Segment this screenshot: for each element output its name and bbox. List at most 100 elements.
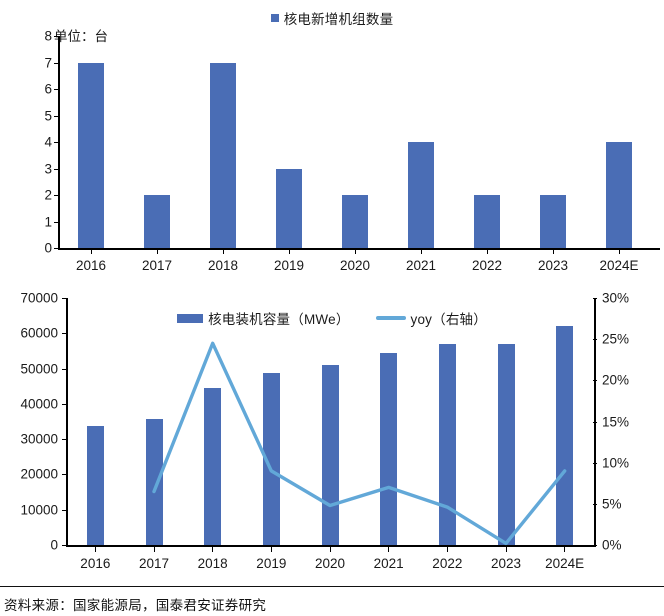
top-chart-y-tick-label: 6 (44, 81, 52, 97)
top-chart-x-tick (90, 250, 92, 254)
top-chart-y-tick-label: 0 (44, 240, 52, 256)
bottom-chart-y-tick-left (62, 403, 66, 405)
footer-divider (0, 586, 664, 587)
top-chart-y-tick-label: 2 (44, 187, 52, 203)
top-chart-x-axis (58, 248, 660, 250)
top-chart-x-tick-label: 2020 (339, 258, 371, 273)
top-chart-y-tick (54, 248, 58, 249)
top-chart-x-tick (618, 250, 620, 254)
bottom-chart-bar (204, 387, 222, 545)
source-note: 资料来源：国家能源局，国泰君安证券研究 (4, 598, 267, 613)
bottom-chart-x-tick-label: 2022 (432, 556, 463, 571)
top-chart-x-tick (288, 250, 290, 254)
top-chart-y-tick (54, 115, 58, 117)
top-chart-bar (408, 142, 434, 248)
top-chart-legend: 核电新增机组数量 (0, 8, 664, 28)
bottom-chart-y-tick-label-left: 30000 (20, 431, 58, 447)
bottom-chart-y-tick-label-left: 10000 (20, 502, 58, 518)
bottom-chart-x-tick-label: 2023 (490, 556, 522, 571)
bottom-chart-x-tick (564, 547, 566, 552)
top-chart-y-tick (54, 142, 58, 143)
top-chart-plot-area: 0 1 2 3 4 5 6 7 8 2016 2017 2018 2019 2020 2021 2022 202… (44, 29, 660, 273)
top-chart-y-tick-label: 7 (44, 55, 52, 70)
top-chart-y-tick-label: 1 (44, 214, 52, 229)
top-chart-bar (210, 62, 236, 248)
top-chart-x-tick (552, 250, 554, 254)
bottom-chart-y-tick-label-left: 50000 (20, 361, 58, 377)
top-chart-y-tick (54, 195, 58, 196)
bottom-chart-y-tick-label-right: 30% (602, 290, 630, 306)
top-chart-x-tick-label: 2022 (471, 258, 503, 273)
top-chart-bar (342, 195, 368, 248)
top-chart-y-tick (54, 168, 58, 170)
top-chart-x-tick-label: 2018 (207, 258, 239, 273)
bottom-chart-y-tick-right (593, 421, 597, 423)
bottom-chart-bar (438, 344, 456, 545)
yoy-polyline (152, 341, 567, 546)
top-chart-y-tick (54, 62, 58, 64)
bottom-chart-y-tick-label-right: 20% (602, 372, 630, 388)
bottom-chart-legend: 核电装机容量（MWe） yoy（右轴） (0, 308, 664, 328)
top-chart-bar (474, 195, 500, 248)
bottom-chart-x-tick-label: 2018 (197, 556, 228, 571)
bottom-chart-x-tick-label: 2019 (256, 556, 287, 571)
bottom-chart-y-axis-left (66, 298, 68, 545)
bottom-chart-bar (497, 344, 515, 545)
top-chart-y-tick (54, 36, 58, 37)
bottom-chart-x-tick-label: 2017 (138, 556, 170, 571)
bottom-chart-bar (86, 426, 104, 545)
bottom-chart-y-tick-left (62, 545, 66, 546)
top-chart-y-tick-label: 4 (44, 134, 52, 150)
bottom-chart-yoy-line (152, 341, 567, 546)
top-chart-bar (144, 195, 170, 248)
bottom-chart-x-tick (212, 547, 214, 552)
legend-item-new-units: 核电新增机组数量 (270, 8, 394, 28)
bottom-chart-y-tick-label-left: 40000 (20, 396, 58, 412)
top-chart-bar (78, 62, 104, 248)
bottom-chart-y-tick-label-right: 10% (602, 455, 630, 471)
bottom-chart-y-tick-right (593, 462, 597, 464)
top-chart-bar (606, 142, 632, 248)
bottom-chart-x-tick (388, 547, 390, 552)
top-chart-bar (276, 168, 302, 248)
top-chart-x-tick-label: 2023 (537, 258, 569, 273)
legend-line-swatch-icon (375, 316, 406, 320)
bottom-chart-y-tick-label-left: 70000 (20, 290, 58, 306)
top-chart-y-tick-label: 8 (44, 28, 52, 44)
top-chart-y-tick (54, 89, 58, 90)
bottom-chart-y-tick-left (62, 333, 66, 335)
top-chart-x-tick-label: 2019 (273, 258, 305, 273)
bottom-chart-y-tick-left (62, 474, 66, 476)
bottom-chart-x-tick (505, 547, 507, 552)
bottom-chart-y-tick-label-right: 5% (602, 496, 622, 512)
bottom-chart-bar (262, 373, 280, 545)
bottom-chart-x-tick (94, 547, 96, 552)
bottom-chart-y-tick-right (593, 545, 597, 546)
bottom-chart-y-tick-label-right: 15% (602, 414, 630, 429)
bottom-chart-y-tick-label-left: 60000 (20, 325, 58, 341)
bottom-chart-y-tick-left (62, 298, 66, 299)
bottom-chart-y-tick-label-right: 0% (602, 537, 622, 553)
top-chart-x-tick-label: 2017 (141, 258, 173, 273)
bottom-chart-x-tick-label: 2021 (373, 556, 404, 571)
bottom-chart-plot-area: 0 10000 20000 30000 40000 50000 60000 70000 0% 5%… (20, 291, 629, 572)
top-chart-x-tick (420, 250, 422, 254)
bottom-chart-y-tick-right (593, 503, 597, 505)
bottom-chart-y-tick-left (62, 368, 66, 370)
bottom-chart-y-tick-right (593, 298, 597, 299)
bottom-chart-y-tick-label-left: 20000 (20, 466, 58, 482)
legend-item-capacity: 核电装机容量（MWe） (177, 308, 349, 328)
bottom-chart-y-tick-left (62, 509, 66, 511)
bottom-chart-x-tick (270, 547, 272, 552)
top-chart-panel: 核电新增机组数量 单位：台 0 1 2 3 4 5 6 7 8 2016 2017 2018 2019 2… (0, 0, 664, 282)
bottom-chart-x-tick (446, 547, 448, 552)
legend-label-yoy: yoy（右轴） (410, 312, 487, 327)
bottom-chart-x-tick-label: 2016 (80, 556, 111, 571)
top-chart-x-tick-label: 2024E (599, 258, 639, 273)
bottom-chart-bar (321, 365, 339, 545)
top-chart-y-tick-label: 5 (44, 108, 52, 123)
bottom-chart-x-tick (153, 547, 155, 552)
bottom-chart-y-tick-left (62, 439, 66, 441)
top-chart-x-tick-label: 2021 (405, 258, 437, 273)
bottom-chart-y-tick-label-left: 0 (50, 537, 58, 553)
